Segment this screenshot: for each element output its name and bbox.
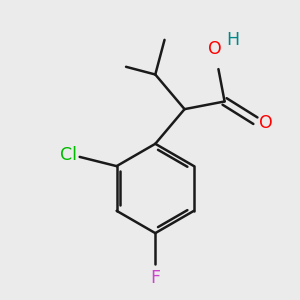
Text: F: F — [150, 268, 160, 286]
Text: O: O — [259, 114, 273, 132]
Text: O: O — [208, 40, 221, 58]
Text: Cl: Cl — [60, 146, 76, 164]
Text: H: H — [226, 31, 239, 49]
